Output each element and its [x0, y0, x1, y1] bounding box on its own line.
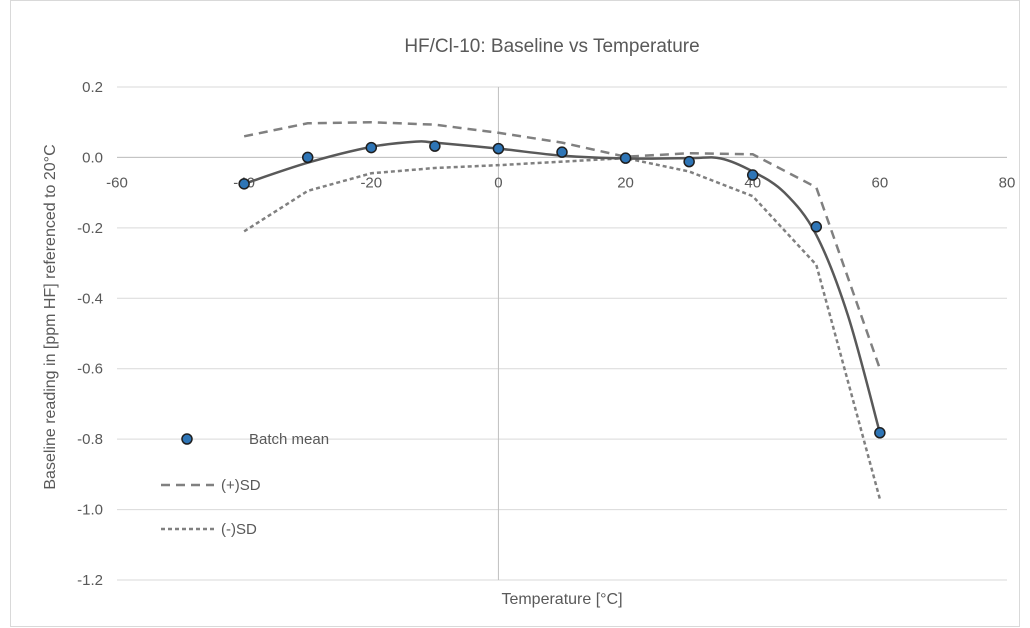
x-tick-label: 0	[494, 174, 502, 191]
legend-label: (+)SD	[221, 477, 261, 494]
batch-mean-point	[874, 427, 886, 439]
batch-mean-point	[810, 221, 823, 233]
y-tick-label: 0.2	[82, 79, 103, 96]
plus-sd-line	[243, 120, 882, 370]
y-tick-label: -1.2	[77, 572, 103, 589]
legend-label: Batch mean	[249, 431, 329, 448]
batch-mean-point	[619, 152, 632, 164]
y-tick-label: -0.4	[77, 290, 103, 307]
batch-mean-point	[556, 146, 568, 158]
y-axis-label: Baseline reading in [ppm HF] referenced …	[42, 144, 59, 489]
series-points	[238, 140, 886, 439]
batch-mean-point	[365, 141, 378, 154]
x-tick-label: 80	[999, 174, 1016, 191]
x-tick-label: 60	[872, 174, 889, 191]
batch-mean-point	[492, 142, 505, 155]
trendline	[243, 140, 882, 434]
x-tick-label: 20	[617, 174, 634, 191]
x-tick-label: -20	[360, 174, 382, 191]
y-tick-label: 0.0	[82, 149, 103, 166]
legend: Batch mean (+)SD (-)SD	[161, 431, 329, 538]
legend-label: (-)SD	[221, 521, 257, 538]
batch-mean-point	[301, 151, 314, 164]
y-tick-label: -0.2	[77, 220, 103, 237]
y-tick-labels: 0.2 0.0 -0.2 -0.4 -0.6 -0.8 -1.0 -1.2	[77, 79, 103, 589]
y-tick-label: -0.6	[77, 361, 103, 378]
minus-sd-line	[243, 156, 882, 500]
x-tick-label: -60	[106, 174, 128, 191]
chart-title: HF/Cl-10: Baseline vs Temperature	[404, 36, 699, 57]
chart-frame: HF/Cl-10: Baseline vs Temperature 0.2 0.0…	[10, 0, 1020, 627]
series-lines	[243, 120, 882, 500]
batch-mean-point	[429, 140, 441, 152]
batch-mean-point	[238, 178, 250, 190]
y-tick-label: -1.0	[77, 502, 103, 519]
x-axis-label: Temperature [°C]	[501, 591, 622, 608]
legend-marker-batch-mean	[181, 433, 193, 445]
y-tick-label: -0.8	[77, 431, 103, 448]
chart-svg: HF/Cl-10: Baseline vs Temperature 0.2 0.0…	[42, 36, 1016, 608]
batch-mean-point	[683, 155, 695, 168]
batch-mean-point	[746, 169, 759, 181]
